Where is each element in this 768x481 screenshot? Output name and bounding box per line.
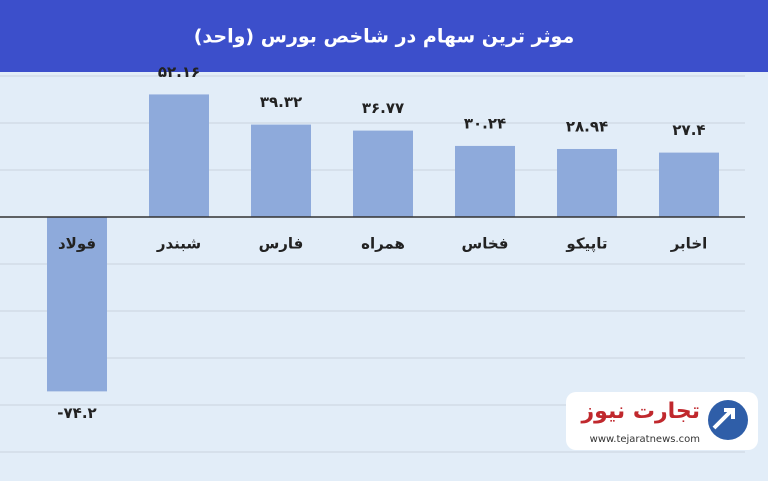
chart-title: موثر ترین سهام در شاخص بورس (واحد) [194, 26, 574, 48]
logo-url: www.tejaratnews.com [590, 434, 700, 445]
logo-box [566, 392, 758, 450]
value-label: ۳۰.۲۴ [464, 114, 506, 132]
x-tick-label: همراه [361, 235, 405, 253]
header-band [0, 0, 768, 72]
value-label: ۲۸.۹۴ [566, 117, 608, 135]
x-tick-label: فارس [259, 235, 304, 253]
bar [47, 217, 107, 392]
logo-arrow [712, 408, 735, 430]
logo-icon [708, 400, 748, 440]
logo-text: تجارت نیوز [580, 399, 700, 424]
x-tick-label: فخاس [462, 235, 509, 253]
value-label: ۲۷.۴ [672, 121, 705, 139]
x-tick-label: اخابر [670, 235, 708, 253]
bar [455, 145, 515, 217]
value-label: ۳۶.۷۷ [362, 99, 404, 117]
bars: فولاد -۷۴.۲ شبندر ۵۲.۱۶ فارس ۳۹.۳۲ همراه ۳۶.۷۷ ف… [0, 63, 745, 422]
x-tick-label: شبندر [156, 235, 201, 253]
x-tick-label: تاپیکو [565, 235, 607, 254]
value-label: -۷۴.۲ [57, 404, 96, 422]
bar [353, 130, 413, 217]
bar [149, 94, 209, 217]
bar [251, 124, 311, 217]
value-label: ۵۲.۱۶ [158, 63, 200, 81]
bar [557, 148, 617, 217]
value-label: ۳۹.۳۲ [260, 93, 302, 111]
bar [659, 152, 719, 217]
x-tick-label: فولاد [58, 235, 96, 253]
